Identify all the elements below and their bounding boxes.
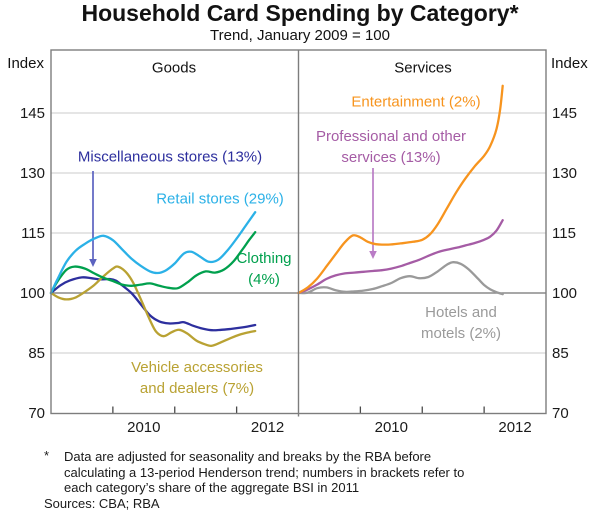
series-label-professional-services: Professional and other services (13%) — [315, 128, 467, 166]
y-axis-unit-left: Index — [7, 55, 44, 72]
series-line-entertainment — [297, 84, 504, 295]
y-tick-label-left-70: 70 — [28, 405, 45, 422]
series-line-miscellaneous-stores — [49, 276, 257, 332]
series-label-vehicle-accessories: Vehicle accessories and dealers (7%) — [131, 359, 263, 397]
y-tick-label-left-130: 130 — [20, 165, 45, 182]
series-line-professional-and-other-services — [297, 219, 504, 295]
footnote-marker: * — [44, 448, 50, 463]
series-line-hotels-and-motels — [297, 261, 504, 296]
y-tick-label-left-115: 115 — [21, 225, 45, 242]
y-tick-label-right-70: 70 — [552, 405, 569, 422]
series-label-retail-stores: Retail stores (29%) — [156, 190, 284, 208]
x-tick-label-2012-panel0: 2012 — [251, 419, 284, 436]
chart-subtitle: Trend, January 2009 = 100 — [210, 27, 390, 44]
chart-title: Household Card Spending by Category* — [81, 0, 519, 26]
chart-canvas: 145 145 130 130 115 115 100 100 85 85 70 70 2010 2012… — [20, 49, 577, 436]
series-label-entertainment: Entertainment (2%) — [351, 93, 481, 111]
x-tick-label-2010-panel0: 2010 — [127, 419, 160, 436]
series-line-vehicle-accessories-and-dealers — [49, 265, 257, 348]
panel-label-goods: Goods — [151, 59, 197, 77]
y-axis-unit-right: Index — [551, 55, 588, 72]
series-label-clothing: Clothing (4%) — [236, 250, 292, 288]
footnote-text: Data are adjusted for seasonality and br… — [64, 449, 465, 495]
y-tick-label-left-85: 85 — [28, 345, 45, 362]
annotation-arrow-professional-and-other-services-head — [369, 251, 377, 259]
y-tick-label-left-145: 145 — [20, 105, 45, 122]
series-line-retail-stores — [49, 211, 257, 295]
series-label-hotels-motels: Hotels and motels (2%) — [420, 304, 502, 342]
y-tick-label-right-100: 100 — [552, 285, 577, 302]
y-tick-label-right-85: 85 — [552, 345, 569, 362]
series-line-clothing — [49, 231, 257, 295]
x-tick-label-2012-panel1: 2012 — [498, 419, 531, 436]
y-tick-label-right-115: 115 — [552, 225, 576, 242]
annotation-arrow-miscellaneous-stores-head — [89, 259, 97, 267]
y-tick-label-right-145: 145 — [552, 105, 577, 122]
panel-label-services: Services — [394, 59, 452, 77]
series-label-miscellaneous-stores: Miscellaneous stores (13%) — [77, 148, 263, 166]
y-tick-label-right-130: 130 — [552, 165, 577, 182]
sources-line: Sources: CBA; RBA — [44, 496, 160, 511]
y-tick-label-left-100: 100 — [20, 285, 45, 302]
x-tick-label-2010-panel1: 2010 — [375, 419, 408, 436]
